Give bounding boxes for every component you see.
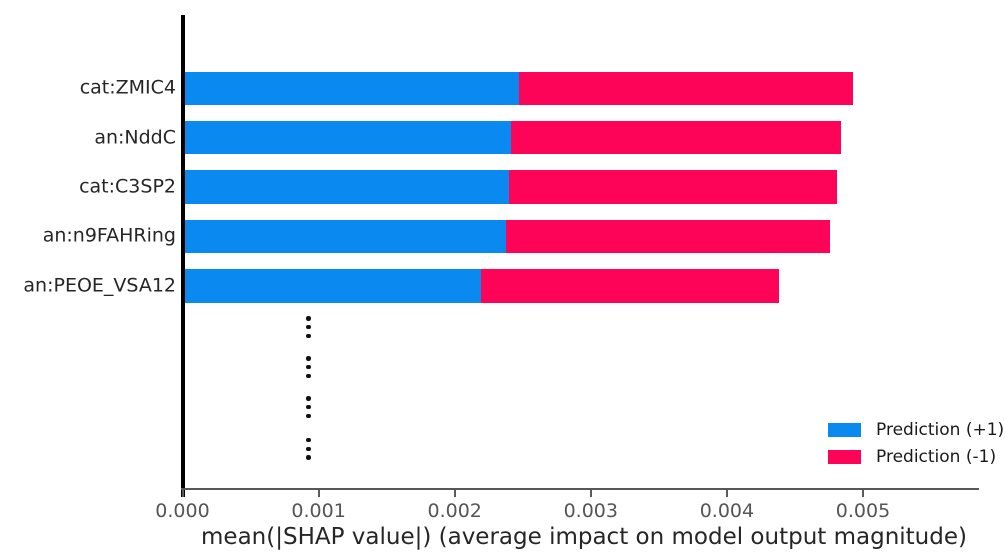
bar-segment-positive (182, 120, 511, 155)
x-tick-mark (725, 489, 728, 497)
x-tick-label: 0.005 (835, 500, 891, 522)
y-tick-label: an:PEOE_VSA12 (23, 274, 176, 297)
bar-segment-positive (182, 71, 519, 105)
ellipsis-dot (306, 404, 311, 410)
bar-segment-positive (182, 170, 510, 204)
ellipsis-dot (306, 373, 311, 379)
y-tick-label: cat:ZMIC4 (79, 76, 176, 99)
x-tick-mark (453, 489, 456, 497)
ellipsis-dot (306, 333, 311, 339)
ellipsis-dot (306, 324, 311, 330)
bar-segment-negative (509, 170, 838, 204)
bar-segment-negative (510, 120, 842, 155)
x-tick-mark (181, 489, 184, 497)
x-axis-label: mean(|SHAP value|) (average impact on mo… (201, 524, 967, 550)
ellipsis-dot (306, 455, 311, 460)
x-tick-label: 0.003 (563, 500, 618, 522)
legend-label: Prediction (-1) (876, 446, 997, 467)
ellipsis-dot (306, 446, 311, 452)
bar-segment-negative (480, 269, 779, 303)
y-tick-label: cat:C3SP2 (79, 175, 176, 198)
x-tick-label: 0.002 (427, 500, 482, 522)
ellipsis-dot (306, 356, 311, 361)
legend-entry: Prediction (+1) (828, 417, 1004, 444)
legend-swatch (828, 450, 861, 464)
legend: Prediction (+1) Prediction (-1) (828, 417, 1004, 471)
x-axis-line (180, 487, 979, 490)
ellipsis-dot (306, 396, 311, 401)
y-axis-spine (180, 15, 185, 497)
ellipsis-dot (306, 413, 311, 419)
ellipsis-dot (306, 364, 311, 370)
legend-label: Prediction (+1) (876, 419, 1005, 440)
bar-segment-negative (506, 219, 831, 254)
x-tick-label: 0.001 (291, 500, 346, 522)
x-tick-label: 0.000 (155, 500, 210, 522)
x-tick-mark (317, 489, 320, 497)
bar-segment-positive (182, 219, 507, 254)
y-tick-label: an:n9FAHRing (42, 224, 176, 247)
bar-segment-positive (182, 269, 481, 303)
x-tick-mark (589, 489, 592, 497)
x-tick-label: 0.004 (699, 500, 755, 522)
y-tick-label: an:NddC (94, 126, 176, 149)
ellipsis-dot (306, 437, 311, 443)
x-tick-mark (862, 489, 864, 497)
legend-swatch (828, 423, 861, 437)
legend-entry: Prediction (-1) (828, 444, 1004, 471)
bar-segment-negative (518, 71, 854, 105)
ellipsis-dot (306, 316, 311, 321)
